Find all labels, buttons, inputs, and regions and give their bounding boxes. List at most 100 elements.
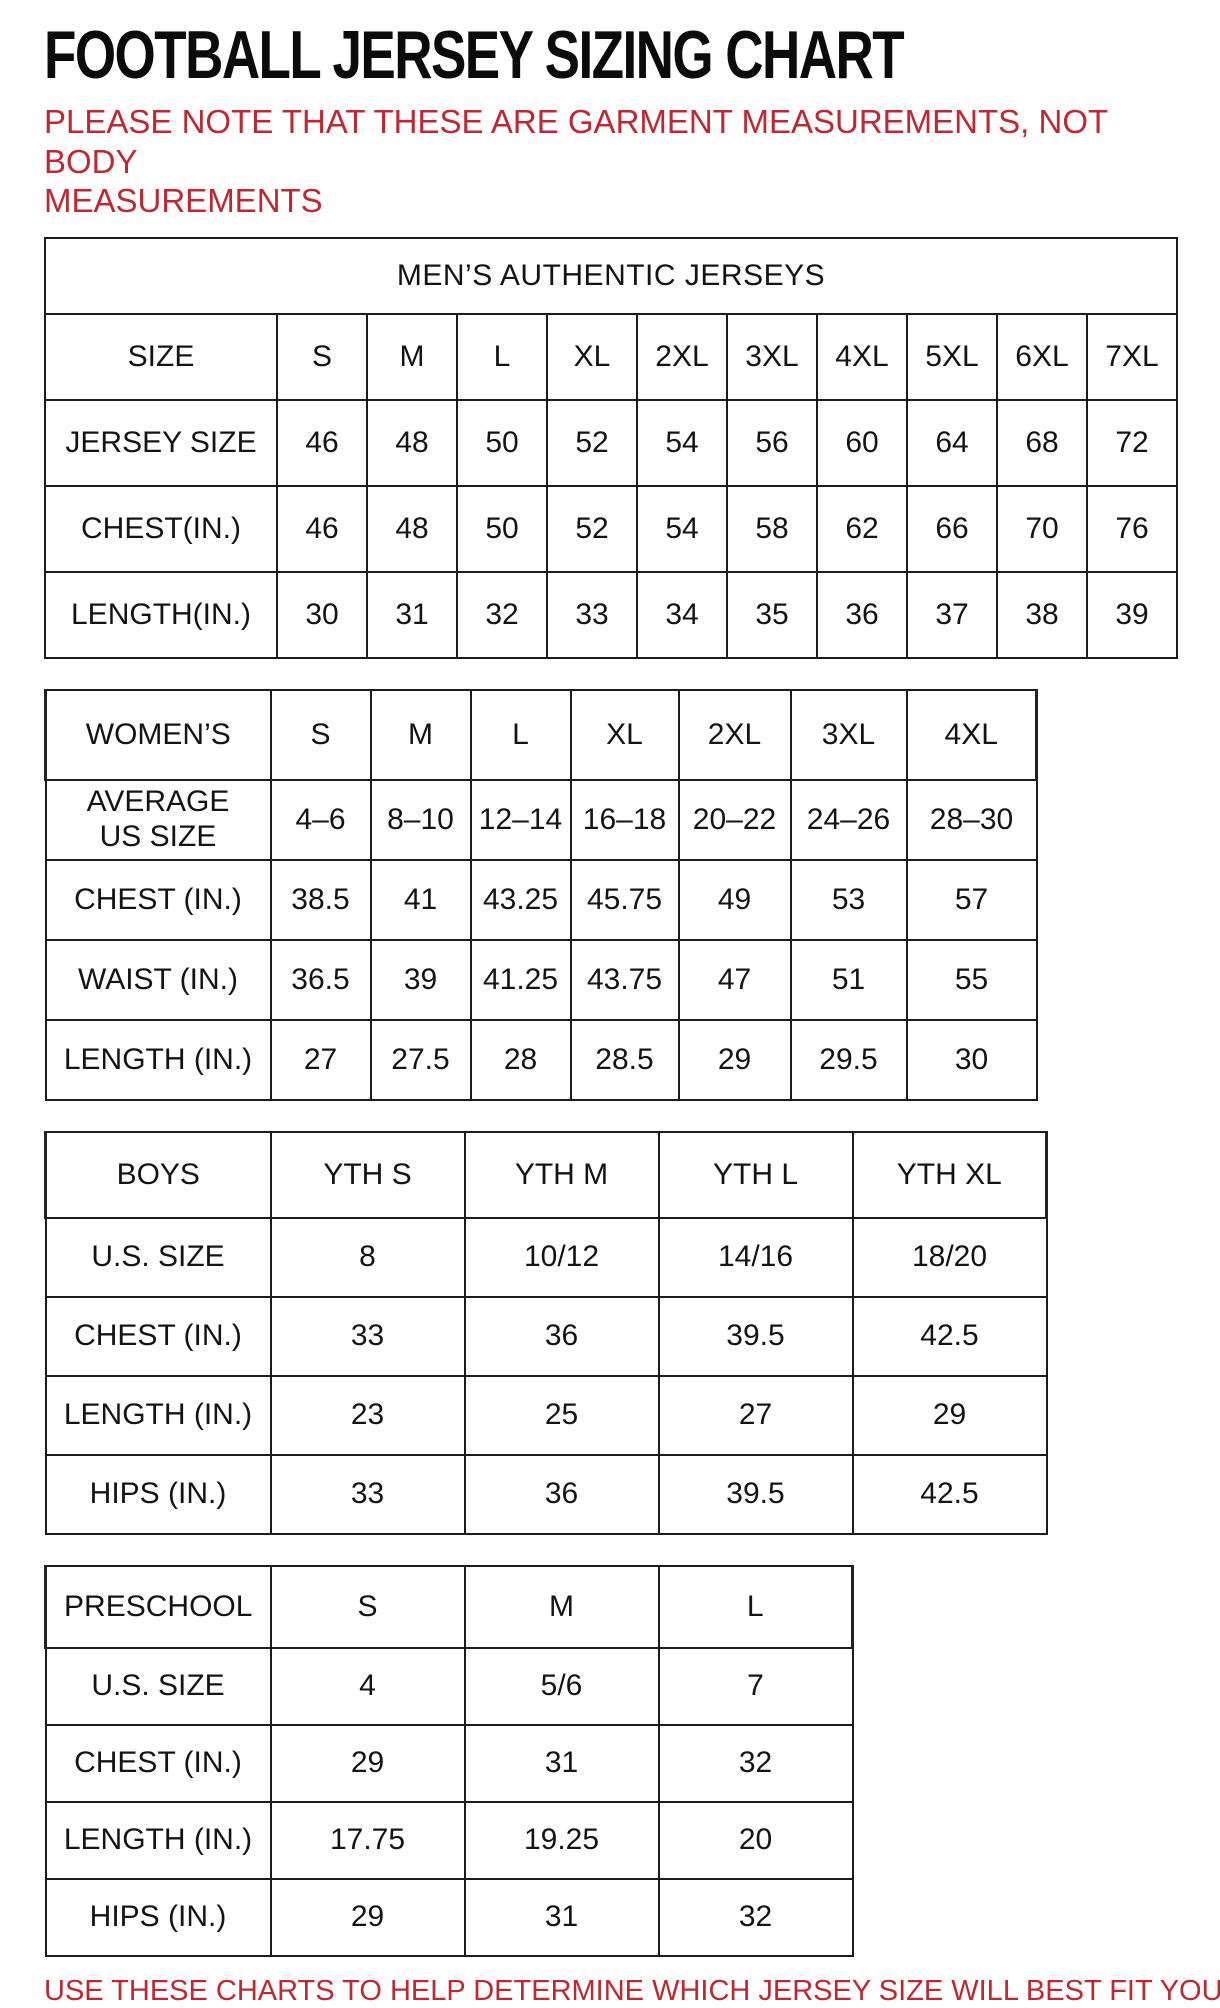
value-cell: 28.5	[569, 1018, 680, 1101]
womens-table-header: WOMEN’S S M L XL 2XL 3XL 4XL	[44, 688, 1038, 781]
table-row: LENGTH (IN.) 27 27.5 28 28.5 29 29.5 30	[44, 1018, 1038, 1101]
value-cell: 64	[906, 398, 998, 487]
value-cell: 57	[905, 858, 1038, 941]
size-column-header: L	[469, 688, 572, 781]
value-cell: 48	[366, 398, 458, 487]
value-cell: 36.5	[269, 938, 372, 1021]
garment-measurements-note: PLEASE NOTE THAT THESE ARE GARMENT MEASU…	[44, 102, 1190, 221]
value-cell: 52	[546, 484, 638, 573]
row-label: LENGTH (IN.)	[44, 1374, 272, 1456]
table-row: U.S. SIZE 4 5/6 7	[44, 1646, 854, 1726]
value-cell: 7	[657, 1646, 854, 1726]
note-line: PLEASE NOTE THAT THESE ARE GARMENT MEASU…	[44, 103, 1108, 180]
womens-header-label: WOMEN’S	[44, 688, 272, 781]
row-label: SIZE	[44, 312, 278, 401]
size-column-header: L	[657, 1564, 854, 1649]
value-cell: 47	[677, 938, 792, 1021]
value-cell: 7XL	[1086, 312, 1178, 401]
value-cell: 19.25	[463, 1800, 660, 1880]
preschool-table-body: U.S. SIZE 4 5/6 7 CHEST (IN.) 29 31 32 LENGT…	[44, 1646, 854, 1957]
value-cell: 46	[276, 484, 368, 573]
table-row: SIZE S M L XL 2XL 3XL 4XL 5XL 6XL 7XL	[44, 312, 1178, 401]
value-cell: S	[276, 312, 368, 401]
value-cell: 29.5	[789, 1018, 908, 1101]
value-cell: 42.5	[851, 1295, 1048, 1377]
value-cell: 32	[657, 1877, 854, 1957]
value-cell: 4–6	[269, 778, 372, 861]
row-label: U.S. SIZE	[44, 1216, 272, 1298]
womens-table-body: AVERAGE US SIZE 4–6 8–10 12–14 16–18 20–22 24…	[44, 778, 1038, 1101]
value-cell: 66	[906, 484, 998, 573]
value-cell: 28	[469, 1018, 572, 1101]
value-cell: 6XL	[996, 312, 1088, 401]
value-cell: 50	[456, 398, 548, 487]
value-cell: 53	[789, 858, 908, 941]
value-cell: 37	[906, 570, 998, 659]
value-cell: 43.25	[469, 858, 572, 941]
value-cell: 3XL	[726, 312, 818, 401]
table-row: CHEST (IN.) 38.5 41 43.25 45.75 49 53 57	[44, 858, 1038, 941]
row-label: JERSEY SIZE	[44, 398, 278, 487]
size-column-header: YTH XL	[851, 1130, 1048, 1219]
size-column-header: YTH S	[269, 1130, 466, 1219]
value-cell: 32	[456, 570, 548, 659]
value-cell: 20	[657, 1800, 854, 1880]
size-column-header: YTH L	[657, 1130, 854, 1219]
table-row: HIPS (IN.) 33 36 39.5 42.5	[44, 1453, 1048, 1535]
boys-table-body: U.S. SIZE 8 10/12 14/16 18/20 CHEST (IN.) 3…	[44, 1216, 1048, 1535]
value-cell: 31	[463, 1723, 660, 1803]
table-row: LENGTH(IN.) 30 31 32 33 34 35 36 37 38 39	[44, 570, 1178, 659]
value-cell: L	[456, 312, 548, 401]
value-cell: 49	[677, 858, 792, 941]
value-cell: 41	[369, 858, 472, 941]
value-cell: 12–14	[469, 778, 572, 861]
row-label: HIPS (IN.)	[44, 1453, 272, 1535]
page-title: FOOTBALL JERSEY SIZING CHART	[44, 17, 905, 93]
value-cell: 54	[636, 398, 728, 487]
table-row: CHEST (IN.) 33 36 39.5 42.5	[44, 1295, 1048, 1377]
value-cell: 72	[1086, 398, 1178, 487]
value-cell: 34	[636, 570, 728, 659]
value-cell: M	[366, 312, 458, 401]
value-cell: 29	[851, 1374, 1048, 1456]
mens-table-body: SIZE S M L XL 2XL 3XL 4XL 5XL 6XL 7XL JERSEY SIZE…	[44, 312, 1178, 659]
value-cell: 38	[996, 570, 1088, 659]
value-cell: 35	[726, 570, 818, 659]
value-cell: 39.5	[657, 1295, 854, 1377]
womens-header-row: WOMEN’S S M L XL 2XL 3XL 4XL	[44, 688, 1038, 781]
value-cell: 33	[546, 570, 638, 659]
value-cell: 14/16	[657, 1216, 854, 1298]
value-cell: 36	[816, 570, 908, 659]
value-cell: 5XL	[906, 312, 998, 401]
mens-authentic-jerseys-table: MEN’S AUTHENTIC JERSEYS SIZE S M L XL 2XL 3XL…	[44, 236, 1178, 659]
size-column-header: M	[369, 688, 472, 781]
size-column-header: 2XL	[677, 688, 792, 781]
value-cell: 30	[905, 1018, 1038, 1101]
value-cell: XL	[546, 312, 638, 401]
value-cell: 48	[366, 484, 458, 573]
row-label: CHEST (IN.)	[44, 858, 272, 941]
value-cell: 29	[269, 1877, 466, 1957]
value-cell: 55	[905, 938, 1038, 1021]
value-cell: 52	[546, 398, 638, 487]
table-row: LENGTH (IN.) 23 25 27 29	[44, 1374, 1048, 1456]
mens-table-header: MEN’S AUTHENTIC JERSEYS	[44, 236, 1178, 315]
size-column-header: XL	[569, 688, 680, 781]
value-cell: 16–18	[569, 778, 680, 861]
value-cell: 5/6	[463, 1646, 660, 1726]
row-label: WAIST (IN.)	[44, 938, 272, 1021]
table-row: JERSEY SIZE 46 48 50 52 54 56 60 64 68 72	[44, 398, 1178, 487]
row-label: AVERAGE US SIZE	[44, 778, 272, 861]
value-cell: 76	[1086, 484, 1178, 573]
value-cell: 2XL	[636, 312, 728, 401]
value-cell: 17.75	[269, 1800, 466, 1880]
mens-table-title: MEN’S AUTHENTIC JERSEYS	[44, 236, 1178, 315]
value-cell: 33	[269, 1453, 466, 1535]
mens-title-row: MEN’S AUTHENTIC JERSEYS	[44, 236, 1178, 315]
value-cell: 62	[816, 484, 908, 573]
boys-table: BOYS YTH S YTH M YTH L YTH XL U.S. SIZE 8 10…	[44, 1130, 1048, 1535]
value-cell: 31	[366, 570, 458, 659]
value-cell: 43.75	[569, 938, 680, 1021]
